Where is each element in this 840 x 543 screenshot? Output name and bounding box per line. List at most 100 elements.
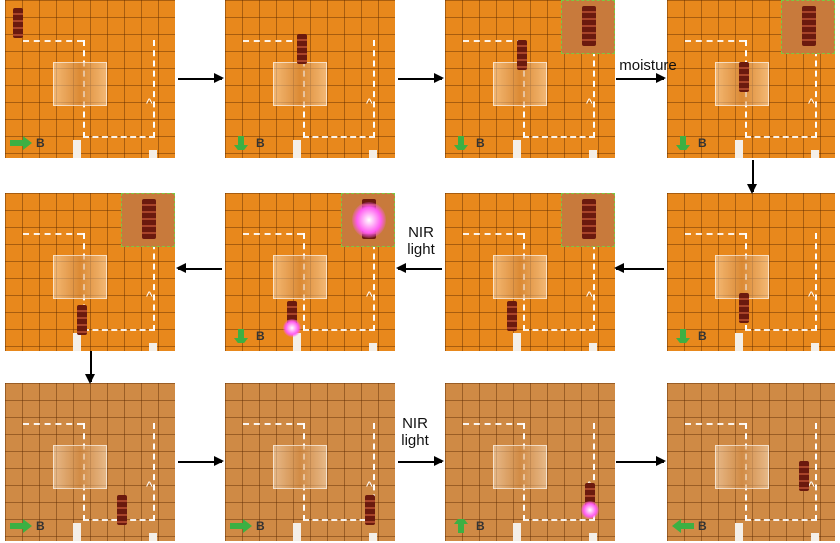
field-arrow-icon [10, 519, 32, 533]
dashed-path [685, 40, 745, 42]
tube [811, 150, 819, 158]
field-arrow-icon [230, 519, 252, 533]
chevron-up-icon: ^ [586, 288, 593, 304]
sequence-arrow [752, 160, 754, 192]
arrow-head-icon [747, 184, 757, 194]
glass-block [53, 62, 107, 106]
robot [517, 40, 527, 70]
tube [589, 533, 597, 541]
field-indicator: B [229, 136, 265, 150]
chevron-up-icon: ^ [808, 95, 815, 111]
arrow-head-icon [214, 456, 224, 466]
field-indicator: B [9, 136, 45, 150]
field-label: B [256, 136, 265, 150]
panel-r2-c2: ^ B [225, 193, 395, 351]
field-label: B [698, 519, 707, 533]
field-indicator: B [671, 519, 707, 533]
sequence-arrow [398, 268, 442, 270]
sequence-arrow [616, 461, 664, 463]
field-indicator: B [9, 519, 45, 533]
field-indicator: B [671, 136, 707, 150]
arrow-head-icon [396, 263, 406, 273]
tube [735, 140, 743, 158]
chevron-up-icon: ^ [366, 478, 373, 494]
glass-block [273, 255, 327, 299]
arrow-head-icon [434, 456, 444, 466]
tube [149, 150, 157, 158]
field-arrow-icon [454, 519, 468, 533]
tube [149, 533, 157, 541]
field-label: B [256, 329, 265, 343]
chevron-up-icon: ^ [808, 478, 815, 494]
robot [297, 34, 307, 64]
sequence-arrow [616, 268, 664, 270]
nir-light-label-row2: NIR light [407, 224, 435, 258]
field-indicator: B [449, 136, 485, 150]
robot [365, 495, 375, 525]
field-label: B [476, 519, 485, 533]
zoom-inset [781, 0, 835, 54]
chevron-up-icon: ^ [366, 288, 373, 304]
arrow-head-icon [656, 73, 666, 83]
field-arrow-icon [10, 136, 32, 150]
arrow-head-icon [434, 73, 444, 83]
glass-block [53, 255, 107, 299]
robot [739, 293, 749, 323]
panel-r1-c4: ^ B [667, 0, 835, 158]
panel-r2-c3: ^ [445, 193, 615, 351]
arrow-head-icon [656, 456, 666, 466]
tube [149, 343, 157, 351]
tube [369, 150, 377, 158]
tube [811, 533, 819, 541]
robot-closeup [582, 199, 596, 239]
arrow-head-icon [176, 263, 186, 273]
nir-light-label-row3: NIR light [401, 415, 429, 449]
glass-block [493, 445, 547, 489]
panel-r1-c2: ^ B [225, 0, 395, 158]
chevron-up-icon: ^ [146, 478, 153, 494]
field-label: B [256, 519, 265, 533]
sequence-arrow [616, 78, 664, 80]
field-label: B [698, 329, 707, 343]
dashed-path [463, 40, 523, 42]
field-arrow-icon [676, 329, 690, 343]
field-label: B [476, 136, 485, 150]
glass-block [53, 445, 107, 489]
field-arrow-icon [234, 329, 248, 343]
dashed-path [243, 40, 303, 42]
glass-block [715, 445, 769, 489]
tube [811, 343, 819, 351]
panel-r2-c1: ^ [5, 193, 175, 351]
tube [589, 150, 597, 158]
tube [513, 523, 521, 541]
panel-r2-c4: ^ B [667, 193, 835, 351]
robot [287, 301, 297, 331]
dashed-path [685, 423, 745, 425]
tube [73, 523, 81, 541]
dashed-path [463, 233, 523, 235]
tube [735, 333, 743, 351]
tube [513, 333, 521, 351]
zoom-inset [561, 0, 615, 54]
panel-r3-c2: ^ B [225, 383, 395, 541]
field-label: B [36, 136, 45, 150]
moisture-label: moisture [619, 57, 677, 74]
tube [293, 140, 301, 158]
nir-glow [283, 319, 301, 337]
robot-closeup [802, 6, 816, 46]
dashed-path [463, 423, 523, 425]
field-indicator: B [229, 329, 265, 343]
dashed-path [23, 40, 83, 42]
dashed-path [243, 423, 303, 425]
field-indicator: B [671, 329, 707, 343]
chevron-up-icon: ^ [586, 95, 593, 111]
glass-block [493, 255, 547, 299]
robot [739, 62, 749, 92]
robot [585, 483, 595, 513]
arrow-head-icon [85, 374, 95, 384]
zoom-inset [561, 193, 615, 247]
robot [117, 495, 127, 525]
dashed-path [23, 233, 83, 235]
nir-glow [352, 202, 386, 238]
panel-r3-c1: ^ B [5, 383, 175, 541]
